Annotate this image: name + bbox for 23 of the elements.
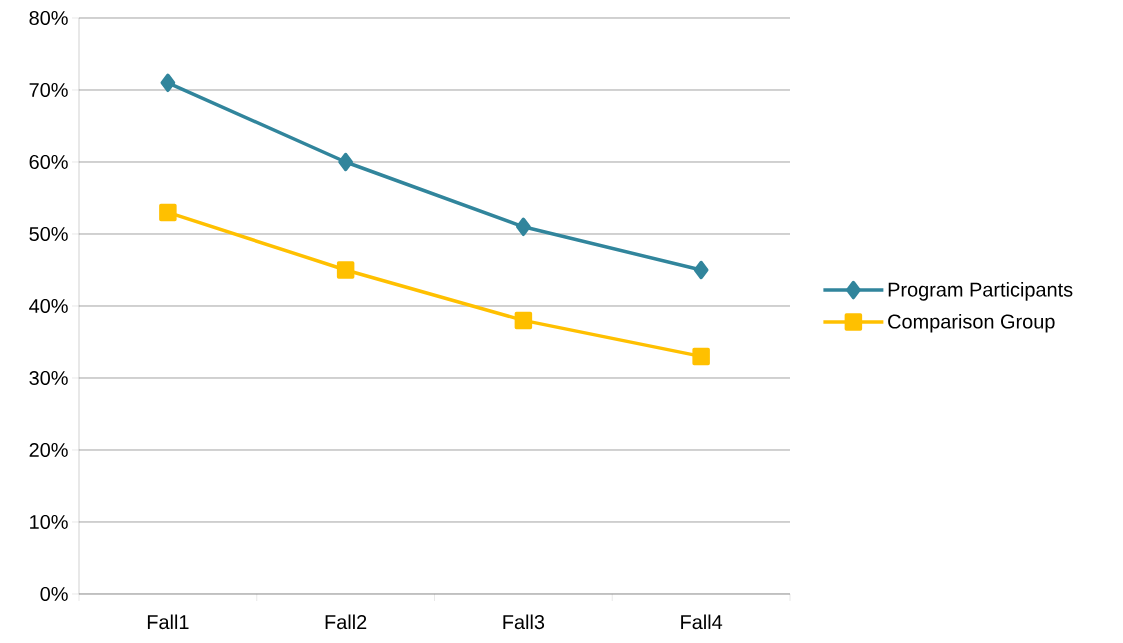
y-tick-label: 70% [29, 82, 68, 98]
point [514, 311, 533, 330]
y-tick-label: 60% [29, 154, 68, 170]
point [692, 347, 710, 366]
y-tick-label: 30% [29, 370, 68, 386]
y-tick-label: 10% [30, 514, 68, 530]
y-tick-label: 80% [29, 10, 68, 26]
x-tick-label: Fall1 [147, 614, 189, 630]
y-tick-label: 40% [29, 298, 68, 314]
y-tick-label: 0% [40, 586, 68, 602]
point [159, 203, 177, 222]
x-tick-label: Fall2 [325, 614, 367, 630]
point [516, 217, 531, 237]
x-tick-label: Fall4 [681, 614, 723, 630]
point [693, 260, 709, 280]
point [160, 73, 176, 93]
point [338, 152, 354, 172]
y-tick-label: 50% [29, 226, 68, 242]
legend-label: Comparison Group [888, 313, 1055, 333]
x-tick-label: Fall3 [503, 614, 545, 630]
y-tick-label: 20% [29, 442, 68, 458]
legend-label: Program Participants [888, 282, 1073, 301]
point [336, 261, 355, 279]
